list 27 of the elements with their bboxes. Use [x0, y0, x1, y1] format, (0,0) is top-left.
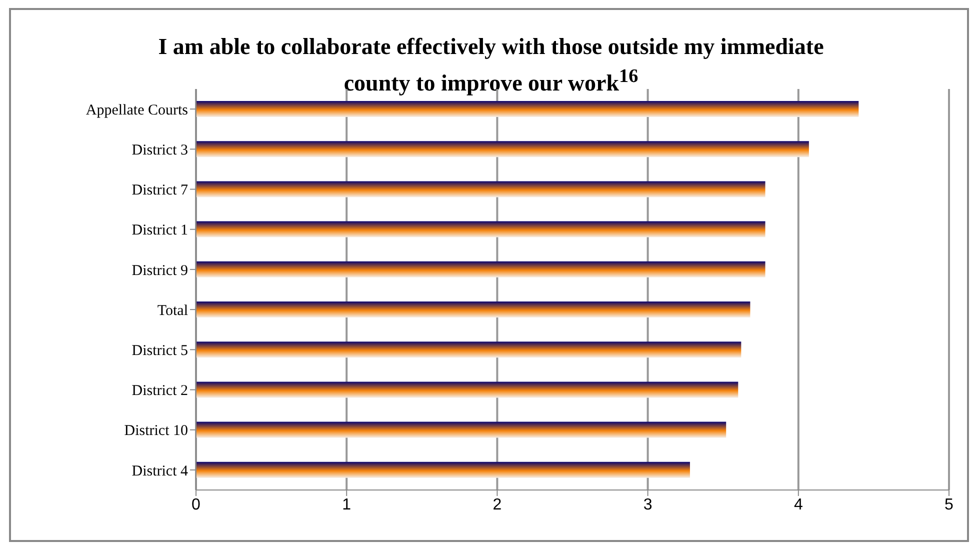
- bar: [196, 422, 726, 438]
- bar: [196, 382, 738, 398]
- y-tick-label: District 4: [132, 463, 188, 480]
- y-tick-label: District 3: [132, 142, 188, 158]
- y-tick-label: District 10: [124, 423, 188, 440]
- bar: [196, 141, 809, 158]
- x-tick-label: 2: [492, 496, 502, 514]
- y-tick-label: District 2: [132, 383, 188, 400]
- bar: [196, 101, 859, 117]
- x-tick-label: 4: [794, 496, 803, 514]
- bar: [196, 181, 766, 198]
- bar: [196, 342, 742, 358]
- x-tick-label: 0: [192, 496, 201, 514]
- x-tick-label: 3: [643, 496, 652, 514]
- y-tick-label: District 5: [132, 342, 188, 359]
- y-tick-label: District 1: [132, 222, 188, 239]
- y-tick-label: District 7: [132, 182, 188, 199]
- bar: [196, 462, 690, 478]
- bar: [196, 261, 766, 278]
- bar: [196, 221, 766, 238]
- bar: [196, 302, 750, 318]
- y-tick-label: District 9: [132, 262, 188, 279]
- x-tick-label: 1: [342, 496, 352, 514]
- x-tick-label: 5: [944, 496, 954, 514]
- chart-title: I am able to collaborate effectively with those outside my immediate county to improve our work$^{16}$: [157, 33, 825, 98]
- y-tick-label: Total: [157, 302, 188, 319]
- y-tick-label: Appellate Courts: [86, 102, 188, 118]
